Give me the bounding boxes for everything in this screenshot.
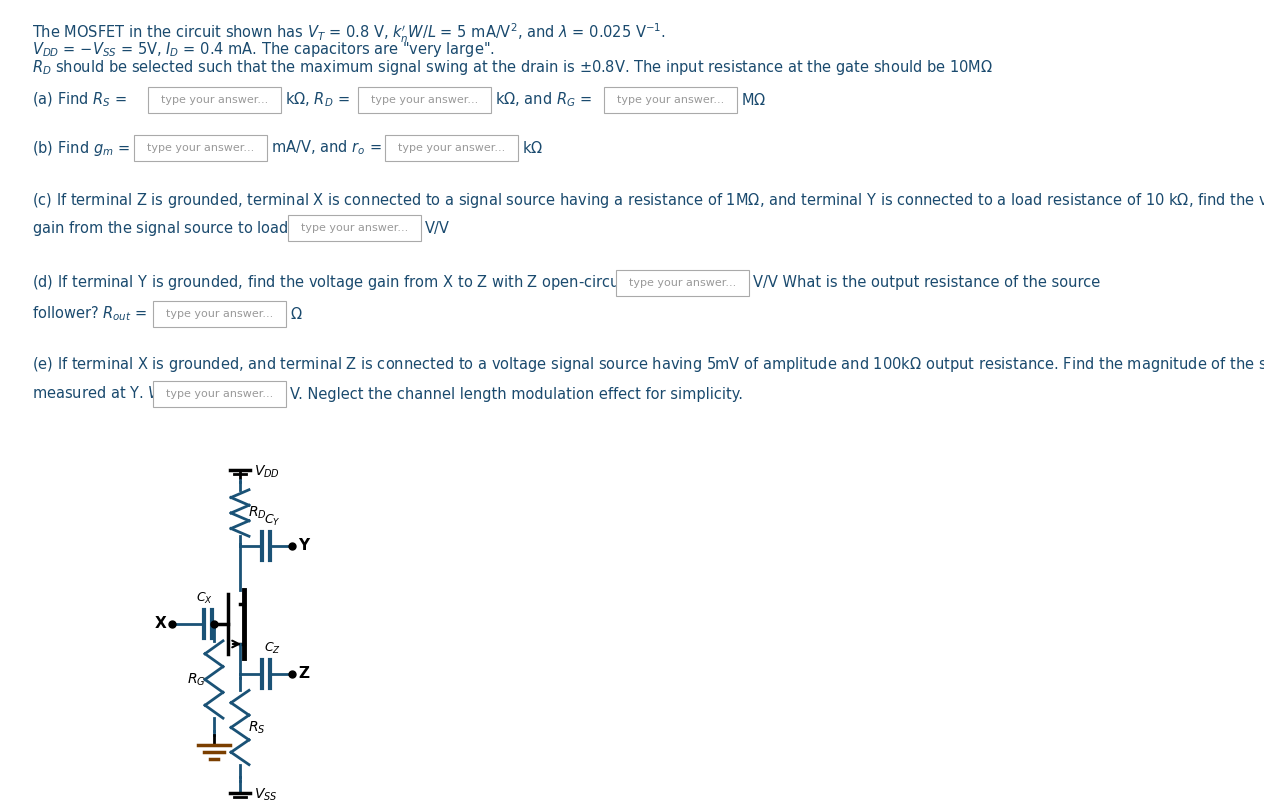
Text: V/V: V/V bbox=[425, 221, 450, 235]
FancyBboxPatch shape bbox=[616, 270, 750, 296]
Text: type your answer...: type your answer... bbox=[617, 95, 724, 105]
Text: V/V What is the output resistance of the source: V/V What is the output resistance of the… bbox=[753, 276, 1100, 291]
Text: $R_S$: $R_S$ bbox=[248, 719, 265, 736]
Text: type your answer...: type your answer... bbox=[301, 223, 408, 233]
FancyBboxPatch shape bbox=[604, 87, 737, 113]
Text: type your answer...: type your answer... bbox=[166, 309, 273, 319]
Text: $C_Y$: $C_Y$ bbox=[264, 513, 281, 528]
Text: type your answer...: type your answer... bbox=[166, 389, 273, 399]
Text: (b) Find $g_m$ =: (b) Find $g_m$ = bbox=[32, 138, 131, 158]
Text: follower? $R_{out}$ =: follower? $R_{out}$ = bbox=[32, 305, 149, 323]
Text: The MOSFET in the circuit shown has $V_T$ = 0.8 V, $k_n^\prime W/L$ = 5 mA/V$^2$: The MOSFET in the circuit shown has $V_T… bbox=[32, 22, 666, 45]
Text: $R_D$: $R_D$ bbox=[248, 505, 267, 521]
Text: type your answer...: type your answer... bbox=[398, 143, 506, 153]
Text: $V_{DD}$: $V_{DD}$ bbox=[254, 464, 281, 480]
Text: $C_X$: $C_X$ bbox=[196, 591, 212, 606]
Text: $\Omega$: $\Omega$ bbox=[289, 306, 302, 322]
Text: (d) If terminal Y is grounded, find the voltage gain from X to Z with Z open-cir: (d) If terminal Y is grounded, find the … bbox=[32, 273, 691, 292]
Text: gain from the signal source to load. $A_v$ =: gain from the signal source to load. $A_… bbox=[32, 218, 332, 238]
Text: (e) If terminal X is grounded, and terminal Z is connected to a voltage signal s: (e) If terminal X is grounded, and termi… bbox=[32, 355, 1264, 373]
Text: $R_G$: $R_G$ bbox=[187, 671, 206, 688]
FancyBboxPatch shape bbox=[153, 381, 286, 407]
Text: (c) If terminal Z is grounded, terminal X is connected to a signal source having: (c) If terminal Z is grounded, terminal … bbox=[32, 191, 1264, 209]
FancyBboxPatch shape bbox=[288, 215, 421, 241]
Text: $V_{SS}$: $V_{SS}$ bbox=[254, 787, 278, 803]
FancyBboxPatch shape bbox=[153, 301, 286, 327]
FancyBboxPatch shape bbox=[386, 135, 518, 161]
Text: mA/V, and $r_o$ =: mA/V, and $r_o$ = bbox=[270, 139, 383, 158]
Text: k$\Omega$: k$\Omega$ bbox=[522, 140, 544, 156]
FancyBboxPatch shape bbox=[134, 135, 267, 161]
Text: $R_D$ should be selected such that the maximum signal swing at the drain is $\pm: $R_D$ should be selected such that the m… bbox=[32, 58, 994, 77]
Text: $V_{DD}$ = $-V_{SS}$ = 5V, $I_D$ = 0.4 mA. The capacitors are "very large".: $V_{DD}$ = $-V_{SS}$ = 5V, $I_D$ = 0.4 m… bbox=[32, 40, 495, 59]
Text: X: X bbox=[154, 617, 166, 632]
Text: type your answer...: type your answer... bbox=[370, 95, 478, 105]
Text: (a) Find $R_S$ =: (a) Find $R_S$ = bbox=[32, 90, 129, 109]
Text: Y: Y bbox=[298, 538, 310, 553]
Text: $C_Z$: $C_Z$ bbox=[264, 641, 281, 656]
Text: k$\Omega$, and $R_G$ =: k$\Omega$, and $R_G$ = bbox=[495, 90, 594, 109]
FancyBboxPatch shape bbox=[148, 87, 281, 113]
Text: M$\Omega$: M$\Omega$ bbox=[741, 92, 766, 108]
Text: Z: Z bbox=[298, 667, 308, 681]
Text: type your answer...: type your answer... bbox=[161, 95, 268, 105]
FancyBboxPatch shape bbox=[358, 87, 490, 113]
Text: measured at Y. $V_Y$ =: measured at Y. $V_Y$ = bbox=[32, 385, 183, 403]
Text: type your answer...: type your answer... bbox=[147, 143, 254, 153]
Text: V. Neglect the channel length modulation effect for simplicity.: V. Neglect the channel length modulation… bbox=[289, 386, 743, 402]
Text: type your answer...: type your answer... bbox=[629, 278, 736, 288]
Text: k$\Omega$, $R_D$ =: k$\Omega$, $R_D$ = bbox=[284, 90, 351, 109]
